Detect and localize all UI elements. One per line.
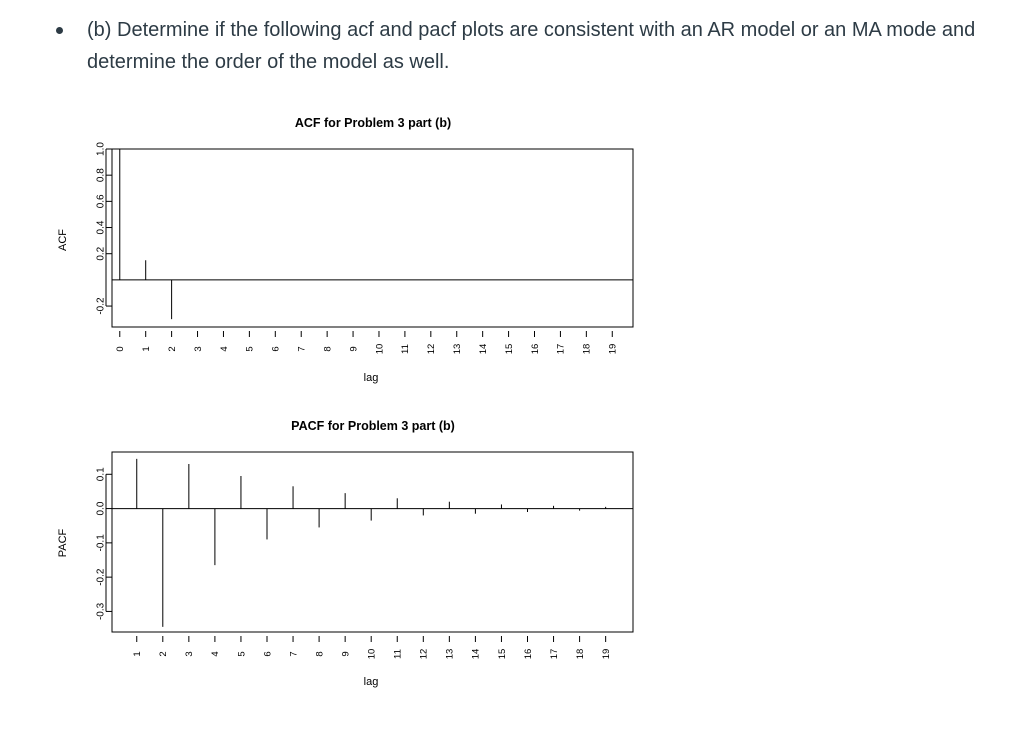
acf-x-tick-label: 17	[556, 344, 567, 355]
acf-y-tick-label: 0.8	[96, 168, 107, 182]
acf-y-tick-label: 0.4	[96, 220, 107, 234]
pacf-x-tick-label: 12	[419, 649, 430, 660]
acf-x-tick-label: 5	[245, 346, 256, 351]
acf-x-tick-label: 9	[348, 346, 359, 351]
acf-x-tick-label: 13	[452, 344, 463, 355]
pacf-x-tick-label: 16	[523, 649, 534, 660]
acf-x-tick-label: 0	[115, 346, 126, 351]
pacf-x-tick-label: 18	[575, 649, 586, 660]
pacf-y-axis-label: PACF	[57, 528, 69, 557]
pacf-x-tick-label: 7	[288, 651, 299, 656]
pacf-x-tick-label: 19	[601, 649, 612, 660]
acf-x-tick-label: 1	[141, 346, 152, 351]
acf-x-tick-label: 15	[504, 344, 515, 355]
pacf-y-tick-label: -0.1	[96, 534, 107, 552]
pacf-y-tick-label: -0.2	[96, 568, 107, 586]
pacf-x-tick-label: 13	[445, 649, 456, 660]
pacf-x-tick-label: 6	[262, 651, 273, 656]
pacf-x-tick-label: 1	[132, 651, 143, 656]
pacf-y-tick-label: 0.0	[95, 501, 106, 515]
question-text: (b) Determine if the following acf and p…	[87, 19, 976, 73]
pacf-x-tick-label: 2	[158, 651, 169, 656]
acf-x-axis-label: lag	[364, 372, 379, 384]
pacf-y-axis: -0.3 -0.2 -0.1 0.0 0.1	[95, 467, 112, 620]
pacf-x-tick-label: 9	[340, 651, 351, 656]
acf-x-tick-label: 19	[608, 344, 619, 355]
pacf-x-tick-label: 17	[549, 649, 560, 660]
acf-y-axis: -0.2 0.2 0.4 0.6 0.8 1.0	[95, 142, 112, 315]
pacf-plot-frame	[111, 451, 634, 633]
pacf-x-tick-label: 4	[210, 651, 221, 656]
pacf-x-tick-label: 11	[393, 649, 404, 659]
pacf-x-tick-label: 5	[236, 651, 247, 656]
bullet-icon	[56, 27, 63, 34]
acf-x-axis: 0 1 2 3 4 5 6 7 8 9 10 11 12 13 14 15 16 17 18 19	[115, 331, 619, 355]
pacf-x-axis: 1 2 3 4 5 6 7 8 9 10 11 12 13 14 15 16 17 18 19	[132, 636, 612, 659]
pacf-chart: PACF for Problem 3 part (b) -0.3 -0.2 -0.1…	[57, 419, 634, 688]
acf-x-tick-label: 6	[271, 346, 282, 351]
pacf-x-tick-label: 15	[497, 649, 508, 660]
acf-marks	[112, 149, 633, 320]
acf-x-tick-label: 11	[400, 344, 411, 354]
acf-chart: ACF for Problem 3 part (b) -0.2 0.2 0.4 0.6…	[57, 116, 634, 384]
pacf-x-tick-label: 8	[314, 651, 325, 656]
pacf-x-tick-label: 3	[184, 651, 195, 656]
pacf-x-tick-label: 10	[367, 649, 378, 660]
acf-x-tick-label: 16	[530, 344, 541, 355]
acf-x-tick-label: 3	[193, 346, 204, 351]
acf-x-tick-label: 12	[426, 344, 437, 355]
acf-y-axis-label: ACF	[57, 229, 69, 251]
acf-x-tick-label: 8	[322, 346, 333, 351]
acf-y-tick-label: -0.2	[96, 297, 107, 315]
acf-x-tick-label: 10	[374, 344, 385, 355]
pacf-marks	[112, 458, 633, 627]
pacf-x-axis-label: lag	[364, 676, 379, 688]
acf-x-tick-label: 7	[297, 346, 308, 351]
acf-y-tick-label: 0.2	[95, 246, 106, 260]
acf-y-tick-label: 1.0	[96, 142, 107, 156]
acf-plot-frame	[111, 148, 634, 328]
acf-chart-title: ACF for Problem 3 part (b)	[295, 116, 451, 130]
acf-x-tick-label: 14	[478, 344, 489, 355]
pacf-y-tick-label: -0.3	[96, 602, 107, 620]
acf-x-tick-label: 2	[167, 346, 178, 351]
pacf-chart-title: PACF for Problem 3 part (b)	[291, 419, 455, 433]
acf-y-tick-label: 0.6	[96, 194, 107, 208]
acf-x-tick-label: 18	[582, 344, 593, 355]
pacf-y-tick-label: 0.1	[96, 467, 107, 481]
acf-x-tick-label: 4	[219, 346, 230, 351]
pacf-x-tick-label: 14	[471, 649, 482, 660]
